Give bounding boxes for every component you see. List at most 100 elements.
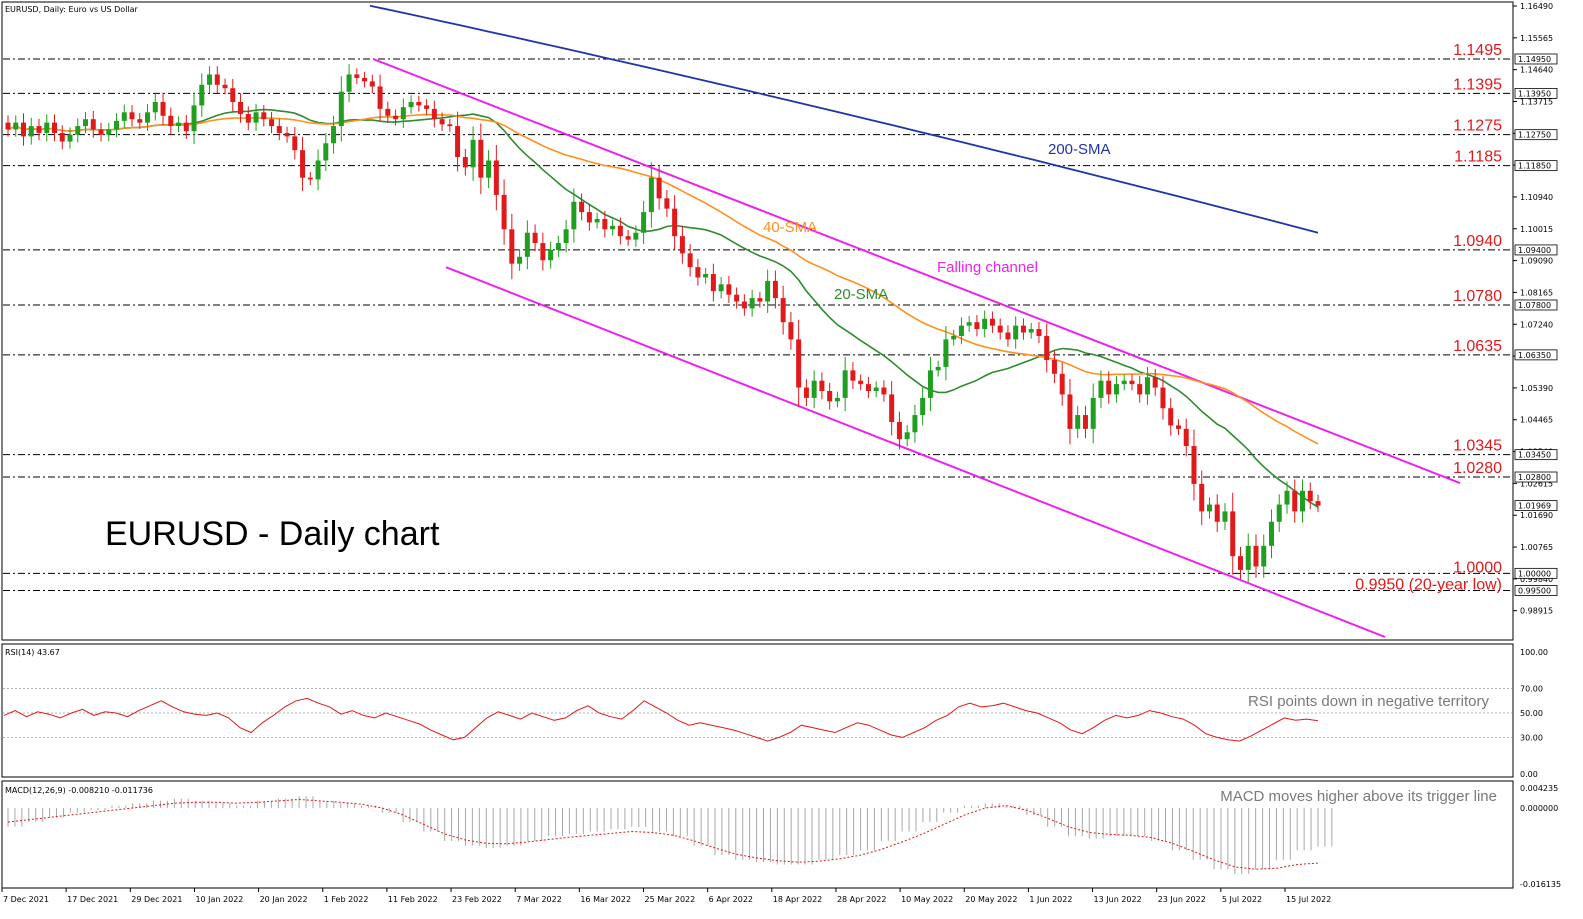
candle: [1121, 374, 1127, 391]
channel-upper-line: [372, 58, 1461, 484]
candle: [183, 114, 189, 139]
candle: [617, 217, 623, 245]
candle: [1020, 318, 1026, 340]
date-tick-label: 6 Apr 2022: [709, 895, 753, 904]
candle: [703, 267, 709, 284]
candle: [1106, 371, 1112, 404]
date-axis: 7 Dec 2021 17 Dec 2021 29 Dec 2021 10 Jan 2…: [1, 888, 1331, 904]
rsi-tick-label: 0.00: [1520, 770, 1538, 779]
candle: [834, 391, 840, 408]
candle: [710, 263, 716, 302]
candle: [416, 95, 422, 112]
candle: [586, 203, 592, 231]
candle: [214, 66, 220, 94]
candle: [718, 277, 724, 299]
candle: [997, 318, 1003, 340]
candle: [478, 123, 484, 195]
level-label: 1.1495: [1453, 42, 1502, 59]
current-price-tag: 1.01969: [1518, 502, 1551, 511]
candle: [927, 356, 933, 412]
candle: [811, 370, 817, 409]
candle: [261, 105, 267, 127]
candle: [687, 244, 693, 277]
candle: [726, 276, 732, 303]
chart-title-overlay: EURUSD - Daily chart: [105, 515, 440, 553]
candle: [951, 329, 957, 346]
candle: [1222, 503, 1228, 530]
candle: [633, 225, 639, 247]
price-level-tag: 1.06350: [1518, 351, 1551, 360]
candle: [230, 78, 236, 112]
rsi-panel-frame: [1, 643, 1514, 778]
candle: [152, 93, 158, 121]
date-tick-label: 13 Jun 2022: [1094, 895, 1142, 904]
support-resistance-levels: 1.1495 1.1395 1.1275 1.1185 1.0940 1.0780 1.06…: [3, 42, 1512, 594]
candle: [400, 98, 406, 128]
candle: [819, 372, 825, 400]
candle: [1237, 546, 1243, 580]
candle: [850, 362, 856, 389]
candle: [1230, 492, 1236, 575]
price-tick-label: 1.15565: [1520, 34, 1553, 43]
candle: [408, 95, 414, 114]
rsi-note: RSI points down in negative territory: [1248, 693, 1489, 710]
candle: [672, 195, 678, 250]
candle: [245, 106, 251, 131]
candle: [1307, 482, 1313, 510]
candle: [59, 125, 65, 150]
date-tick-label: 10 Jan 2022: [195, 895, 243, 904]
candle: [548, 241, 554, 269]
candle: [1292, 479, 1298, 523]
price-tick-label: 1.07240: [1520, 320, 1553, 329]
candle: [292, 127, 298, 160]
candle: [1075, 405, 1081, 439]
date-tick-label: 29 Dec 2021: [131, 895, 182, 904]
candle: [974, 314, 980, 337]
candle: [912, 404, 918, 443]
candle: [1276, 494, 1282, 533]
candle: [664, 190, 670, 217]
price-level-tag: 1.13950: [1518, 89, 1551, 98]
candle: [129, 105, 135, 127]
level-label: 0.9950 (20-year low): [1355, 577, 1502, 594]
candle: [571, 188, 577, 243]
candle: [1284, 481, 1290, 514]
price-tick-label: 0.99840: [1520, 575, 1553, 584]
date-tick-label: 1 Jun 2022: [1029, 895, 1072, 904]
price-level-tag: 1.11850: [1518, 162, 1551, 171]
candle: [486, 150, 492, 189]
price-level-tag: 1.12750: [1518, 131, 1551, 140]
candle: [935, 360, 941, 377]
candle: [338, 76, 344, 142]
candle: [881, 380, 887, 402]
candle: [431, 100, 437, 128]
level-label: 1.0780: [1453, 288, 1502, 305]
candle: [989, 311, 995, 333]
date-tick-label: 10 May 2022: [901, 895, 953, 904]
rsi-tick-label: 50.00: [1520, 709, 1543, 718]
level-label: 1.0635: [1453, 338, 1502, 355]
price-level-tag: 1.00000: [1518, 569, 1551, 578]
level-label: 1.0000: [1453, 559, 1502, 576]
candle: [858, 374, 864, 391]
candle: [757, 291, 763, 308]
candle: [52, 114, 58, 142]
candle: [455, 111, 461, 172]
candle: [966, 315, 972, 332]
candle: [842, 356, 848, 412]
candle: [439, 112, 445, 132]
date-tick-label: 18 Apr 2022: [773, 895, 822, 904]
candle: [648, 162, 654, 228]
candle: [904, 425, 910, 447]
candle: [447, 118, 453, 132]
level-label: 1.1275: [1453, 118, 1502, 135]
date-tick-label: 7 Dec 2021: [3, 895, 49, 904]
candle: [1206, 497, 1212, 519]
price-tick-label: 1.16490: [1520, 2, 1553, 11]
candle: [1005, 325, 1011, 347]
price-tick-label: 1.10015: [1520, 225, 1553, 234]
price-level-tag: 0.99500: [1518, 587, 1551, 596]
price-tick-label: 1.00765: [1520, 543, 1553, 552]
candle: [1129, 374, 1135, 391]
macd-panel-frame: [1, 780, 1514, 889]
